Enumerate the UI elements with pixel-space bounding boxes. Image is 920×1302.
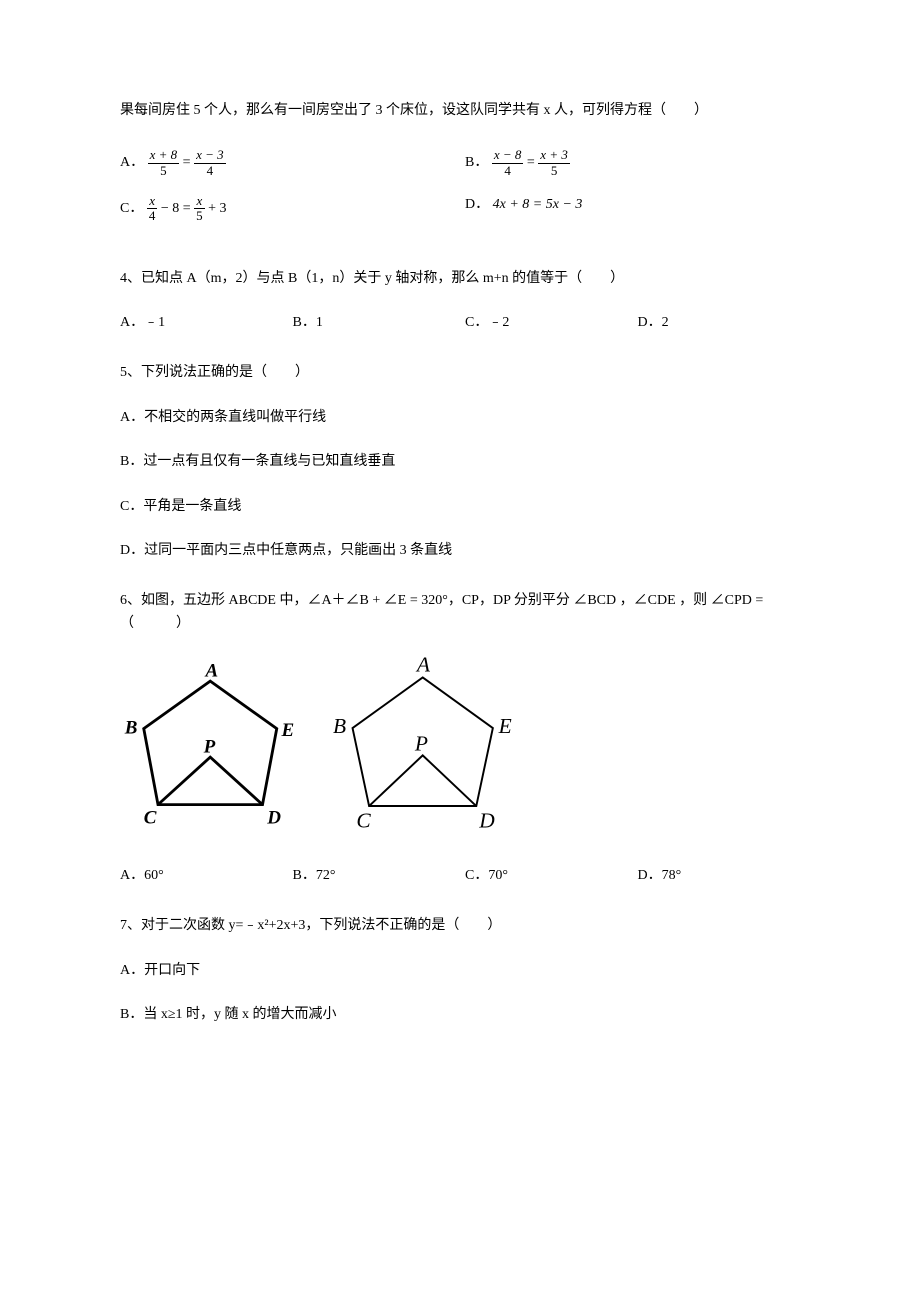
q6-figures: A B E C D P A B E C D P [120, 655, 810, 845]
q4-option-b: B．1 [293, 312, 466, 334]
question-3-continued: 果每间房住 5 个人，那么有一间房空出了 3 个床位，设这队同学共有 x 人，可… [120, 100, 810, 240]
label-c: C [144, 808, 157, 829]
q5-option-c: C．平角是一条直线 [120, 496, 810, 518]
pentagon-figure-2: A B E C D P [330, 655, 530, 845]
label-b: B [333, 714, 346, 738]
q3-option-a: A． x + 85 = x − 34 [120, 148, 465, 178]
q3-option-c: C． x4 − 8 = x5 + 3 [120, 194, 465, 224]
label-e: E [281, 720, 295, 741]
opt-label: D． [465, 197, 489, 212]
q6-option-d: D．78° [638, 865, 811, 887]
fraction: x + 35 [538, 148, 570, 178]
question-6: 6、如图，五边形 ABCDE 中，∠A＋∠B + ∠E = 320°，CP，DP… [120, 590, 810, 887]
label-a: A [415, 655, 431, 677]
q4-option-a: A．﹣1 [120, 312, 293, 334]
q5-option-b: B．过一点有且仅有一条直线与已知直线垂直 [120, 451, 810, 473]
pentagon-figure-1: A B E C D P [120, 655, 310, 845]
fraction: x5 [194, 194, 205, 224]
question-7: 7、对于二次函数 y=﹣x²+2x+3，下列说法不正确的是（ ） A．开口向下 … [120, 915, 810, 1026]
q3-option-b: B． x − 84 = x + 35 [465, 148, 810, 178]
q4-option-c: C．﹣2 [465, 312, 638, 334]
label-p: P [203, 736, 216, 757]
fraction: x + 85 [148, 148, 180, 178]
fraction: x − 84 [492, 148, 524, 178]
q6-option-a: A．60° [120, 865, 293, 887]
opt-label: C． [120, 201, 143, 216]
fraction: x − 34 [194, 148, 226, 178]
label-a: A [205, 660, 219, 681]
q6-stem-b: （ ） [120, 613, 810, 635]
q7-option-b: B．当 x≥1 时，y 随 x 的增大而减小 [120, 1004, 810, 1026]
q5-option-d: D．过同一平面内三点中任意两点，只能画出 3 条直线 [120, 540, 810, 562]
label-p: P [414, 732, 428, 756]
q6-option-c: C．70° [465, 865, 638, 887]
q6-option-b: B．72° [293, 865, 466, 887]
question-4: 4、已知点 A（m，2）与点 B（1，n）关于 y 轴对称，那么 m+n 的值等… [120, 268, 810, 335]
question-5: 5、下列说法正确的是（ ） A．不相交的两条直线叫做平行线 B．过一点有且仅有一… [120, 362, 810, 562]
q6-stem-a: 6、如图，五边形 ABCDE 中，∠A＋∠B + ∠E = 320°，CP，DP… [120, 590, 810, 612]
label-d: D [266, 808, 281, 829]
q7-option-a: A．开口向下 [120, 960, 810, 982]
q4-stem: 4、已知点 A（m，2）与点 B（1，n）关于 y 轴对称，那么 m+n 的值等… [120, 268, 810, 290]
svg-text:A: A [205, 660, 219, 681]
label-b: B [124, 717, 138, 738]
q5-stem: 5、下列说法正确的是（ ） [120, 362, 810, 384]
q3-stem-continued: 果每间房住 5 个人，那么有一间房空出了 3 个床位，设这队同学共有 x 人，可… [120, 100, 810, 122]
q3-option-d: D． 4x + 8 = 5x − 3 [465, 194, 810, 216]
q7-stem: 7、对于二次函数 y=﹣x²+2x+3，下列说法不正确的是（ ） [120, 915, 810, 937]
label-d: D [478, 809, 495, 833]
q4-option-d: D．2 [638, 312, 811, 334]
label-c: C [356, 809, 371, 833]
opt-label: A． [120, 155, 144, 170]
q5-option-a: A．不相交的两条直线叫做平行线 [120, 407, 810, 429]
opt-label: B． [465, 155, 488, 170]
fraction: x4 [147, 194, 158, 224]
label-e: E [498, 714, 512, 738]
